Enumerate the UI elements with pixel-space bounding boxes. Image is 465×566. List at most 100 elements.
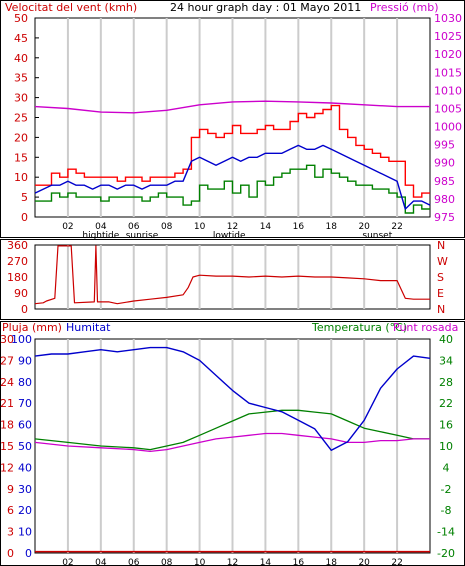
x-tick-label: 14 bbox=[260, 558, 272, 566]
humidity-axis-label: Humitat bbox=[66, 321, 111, 334]
humidity-tick-label: 20 bbox=[18, 504, 32, 517]
temperature-axis-label: Temperatura (°C) bbox=[311, 321, 407, 334]
humidity-tick-label: 0 bbox=[25, 547, 32, 560]
pressure-tick-label: 980 bbox=[434, 193, 455, 206]
wind-speed-tick-label: 40 bbox=[14, 52, 28, 65]
series-line-average bbox=[35, 164, 430, 214]
x-tick-label: 20 bbox=[358, 222, 370, 232]
humidity-tick-label: 30 bbox=[18, 483, 32, 496]
pressure-tick-label: 1015 bbox=[434, 66, 462, 79]
x-tick-label: 02 bbox=[62, 222, 73, 232]
series-line-direction bbox=[34, 245, 430, 305]
rain-tick-label: 12 bbox=[0, 461, 14, 474]
series bbox=[34, 100, 431, 553]
wind-speed-tick-label: 5 bbox=[21, 191, 28, 204]
series-line-pressure bbox=[34, 100, 430, 114]
x-tick-label: 08 bbox=[161, 222, 173, 232]
humidity-tick-label: 80 bbox=[18, 376, 32, 389]
pressure-tick-label: 995 bbox=[434, 139, 455, 152]
pressure-tick-label: 975 bbox=[434, 211, 455, 224]
humidity-tick-label: 10 bbox=[18, 526, 32, 539]
rain-tick-label: 30 bbox=[0, 333, 14, 346]
x-tick-label: 04 bbox=[95, 222, 107, 232]
rain-tick-label: 21 bbox=[0, 397, 14, 410]
direction-tick-label: 0 bbox=[21, 303, 28, 316]
x-tick-label: 18 bbox=[326, 558, 338, 566]
tide-sun-label: hightide bbox=[82, 231, 119, 241]
series-line-dew-point bbox=[34, 432, 430, 453]
x-tick-label: 18 bbox=[326, 222, 338, 232]
compass-letter-label: N bbox=[437, 239, 445, 252]
wind-speed-tick-label: 45 bbox=[14, 32, 28, 45]
x-tick-label: 10 bbox=[194, 558, 206, 566]
x-tick-label: 08 bbox=[161, 558, 173, 566]
rain-tick-label: 15 bbox=[0, 440, 14, 453]
temperature-tick-label: 4 bbox=[443, 461, 450, 474]
pressure-tick-label: 1010 bbox=[434, 84, 462, 97]
humidity-tick-label: 40 bbox=[18, 461, 32, 474]
series-line-speed bbox=[34, 144, 431, 210]
x-tick-label: 04 bbox=[95, 558, 107, 566]
pressure-axis-label: Pressió (mb) bbox=[370, 1, 439, 14]
temperature-tick-label: -20 bbox=[437, 547, 455, 560]
pressure-tick-label: 1000 bbox=[434, 121, 462, 134]
temperature-tick-label: -2 bbox=[441, 483, 452, 496]
direction-tick-label: 90 bbox=[14, 287, 28, 300]
rain-tick-label: 24 bbox=[0, 376, 14, 389]
pressure-tick-label: 990 bbox=[434, 157, 455, 170]
dew-point-axis-label: Punt rosada bbox=[393, 321, 458, 334]
temperature-tick-label: -8 bbox=[441, 504, 452, 517]
x-tick-label: 16 bbox=[293, 222, 305, 232]
humidity-tick-label: 70 bbox=[18, 397, 32, 410]
temperature-tick-label: 34 bbox=[439, 354, 453, 367]
wind-speed-tick-label: 50 bbox=[14, 12, 28, 25]
series-line-gust bbox=[35, 104, 430, 198]
x-tick-label: 22 bbox=[391, 558, 402, 566]
wind-speed-axis-label: Velocitat del vent (kmh) bbox=[5, 1, 137, 14]
wind-speed-tick-label: 25 bbox=[14, 112, 28, 125]
rain-tick-label: 18 bbox=[0, 419, 14, 432]
tide-sun-label: sunset bbox=[362, 231, 392, 241]
wind-speed-tick-label: 35 bbox=[14, 72, 28, 85]
direction-tick-label: 360 bbox=[7, 239, 28, 252]
series-line-temperature bbox=[34, 409, 430, 451]
rain-tick-label: 27 bbox=[0, 354, 14, 367]
rain-tick-label: 3 bbox=[7, 526, 14, 539]
x-tick-label: 12 bbox=[227, 222, 238, 232]
temperature-tick-label: 10 bbox=[439, 440, 453, 453]
compass-letter-label: S bbox=[437, 271, 444, 284]
temperature-tick-label: 16 bbox=[439, 419, 453, 432]
x-tick-label: 20 bbox=[358, 558, 370, 566]
temperature-tick-label: 28 bbox=[439, 376, 453, 389]
x-tick-label: 10 bbox=[194, 222, 206, 232]
pressure-tick-label: 1025 bbox=[434, 30, 462, 43]
tide-sun-label: sunrise bbox=[126, 231, 159, 241]
pressure-tick-label: 985 bbox=[434, 175, 455, 188]
wind-speed-tick-label: 10 bbox=[14, 171, 28, 184]
direction-tick-label: 180 bbox=[7, 271, 28, 284]
pressure-tick-label: 1020 bbox=[434, 48, 462, 61]
wind-speed-tick-label: 20 bbox=[14, 131, 28, 144]
x-tick-label: 02 bbox=[62, 558, 73, 566]
rain-tick-label: 6 bbox=[7, 504, 14, 517]
temperature-tick-label: 22 bbox=[439, 397, 453, 410]
direction-tick-label: 270 bbox=[7, 255, 28, 268]
rain-tick-label: 9 bbox=[7, 483, 14, 496]
wind-speed-tick-label: 15 bbox=[14, 151, 28, 164]
temperature-tick-label: -14 bbox=[437, 526, 455, 539]
wind-speed-tick-label: 0 bbox=[21, 211, 28, 224]
humidity-tick-label: 90 bbox=[18, 354, 32, 367]
rain-axis-label: Pluja (mm) bbox=[2, 321, 62, 334]
x-tick-label: 06 bbox=[128, 558, 140, 566]
wind-speed-tick-label: 30 bbox=[14, 92, 28, 105]
x-tick-label: 12 bbox=[227, 558, 238, 566]
compass-letter-label: E bbox=[437, 287, 444, 300]
x-tick-label: 06 bbox=[128, 222, 140, 232]
x-tick-label: 14 bbox=[260, 222, 272, 232]
rain-tick-label: 0 bbox=[7, 547, 14, 560]
pressure-tick-label: 1030 bbox=[434, 12, 462, 25]
tide-sun-label: lowtide bbox=[213, 231, 246, 241]
